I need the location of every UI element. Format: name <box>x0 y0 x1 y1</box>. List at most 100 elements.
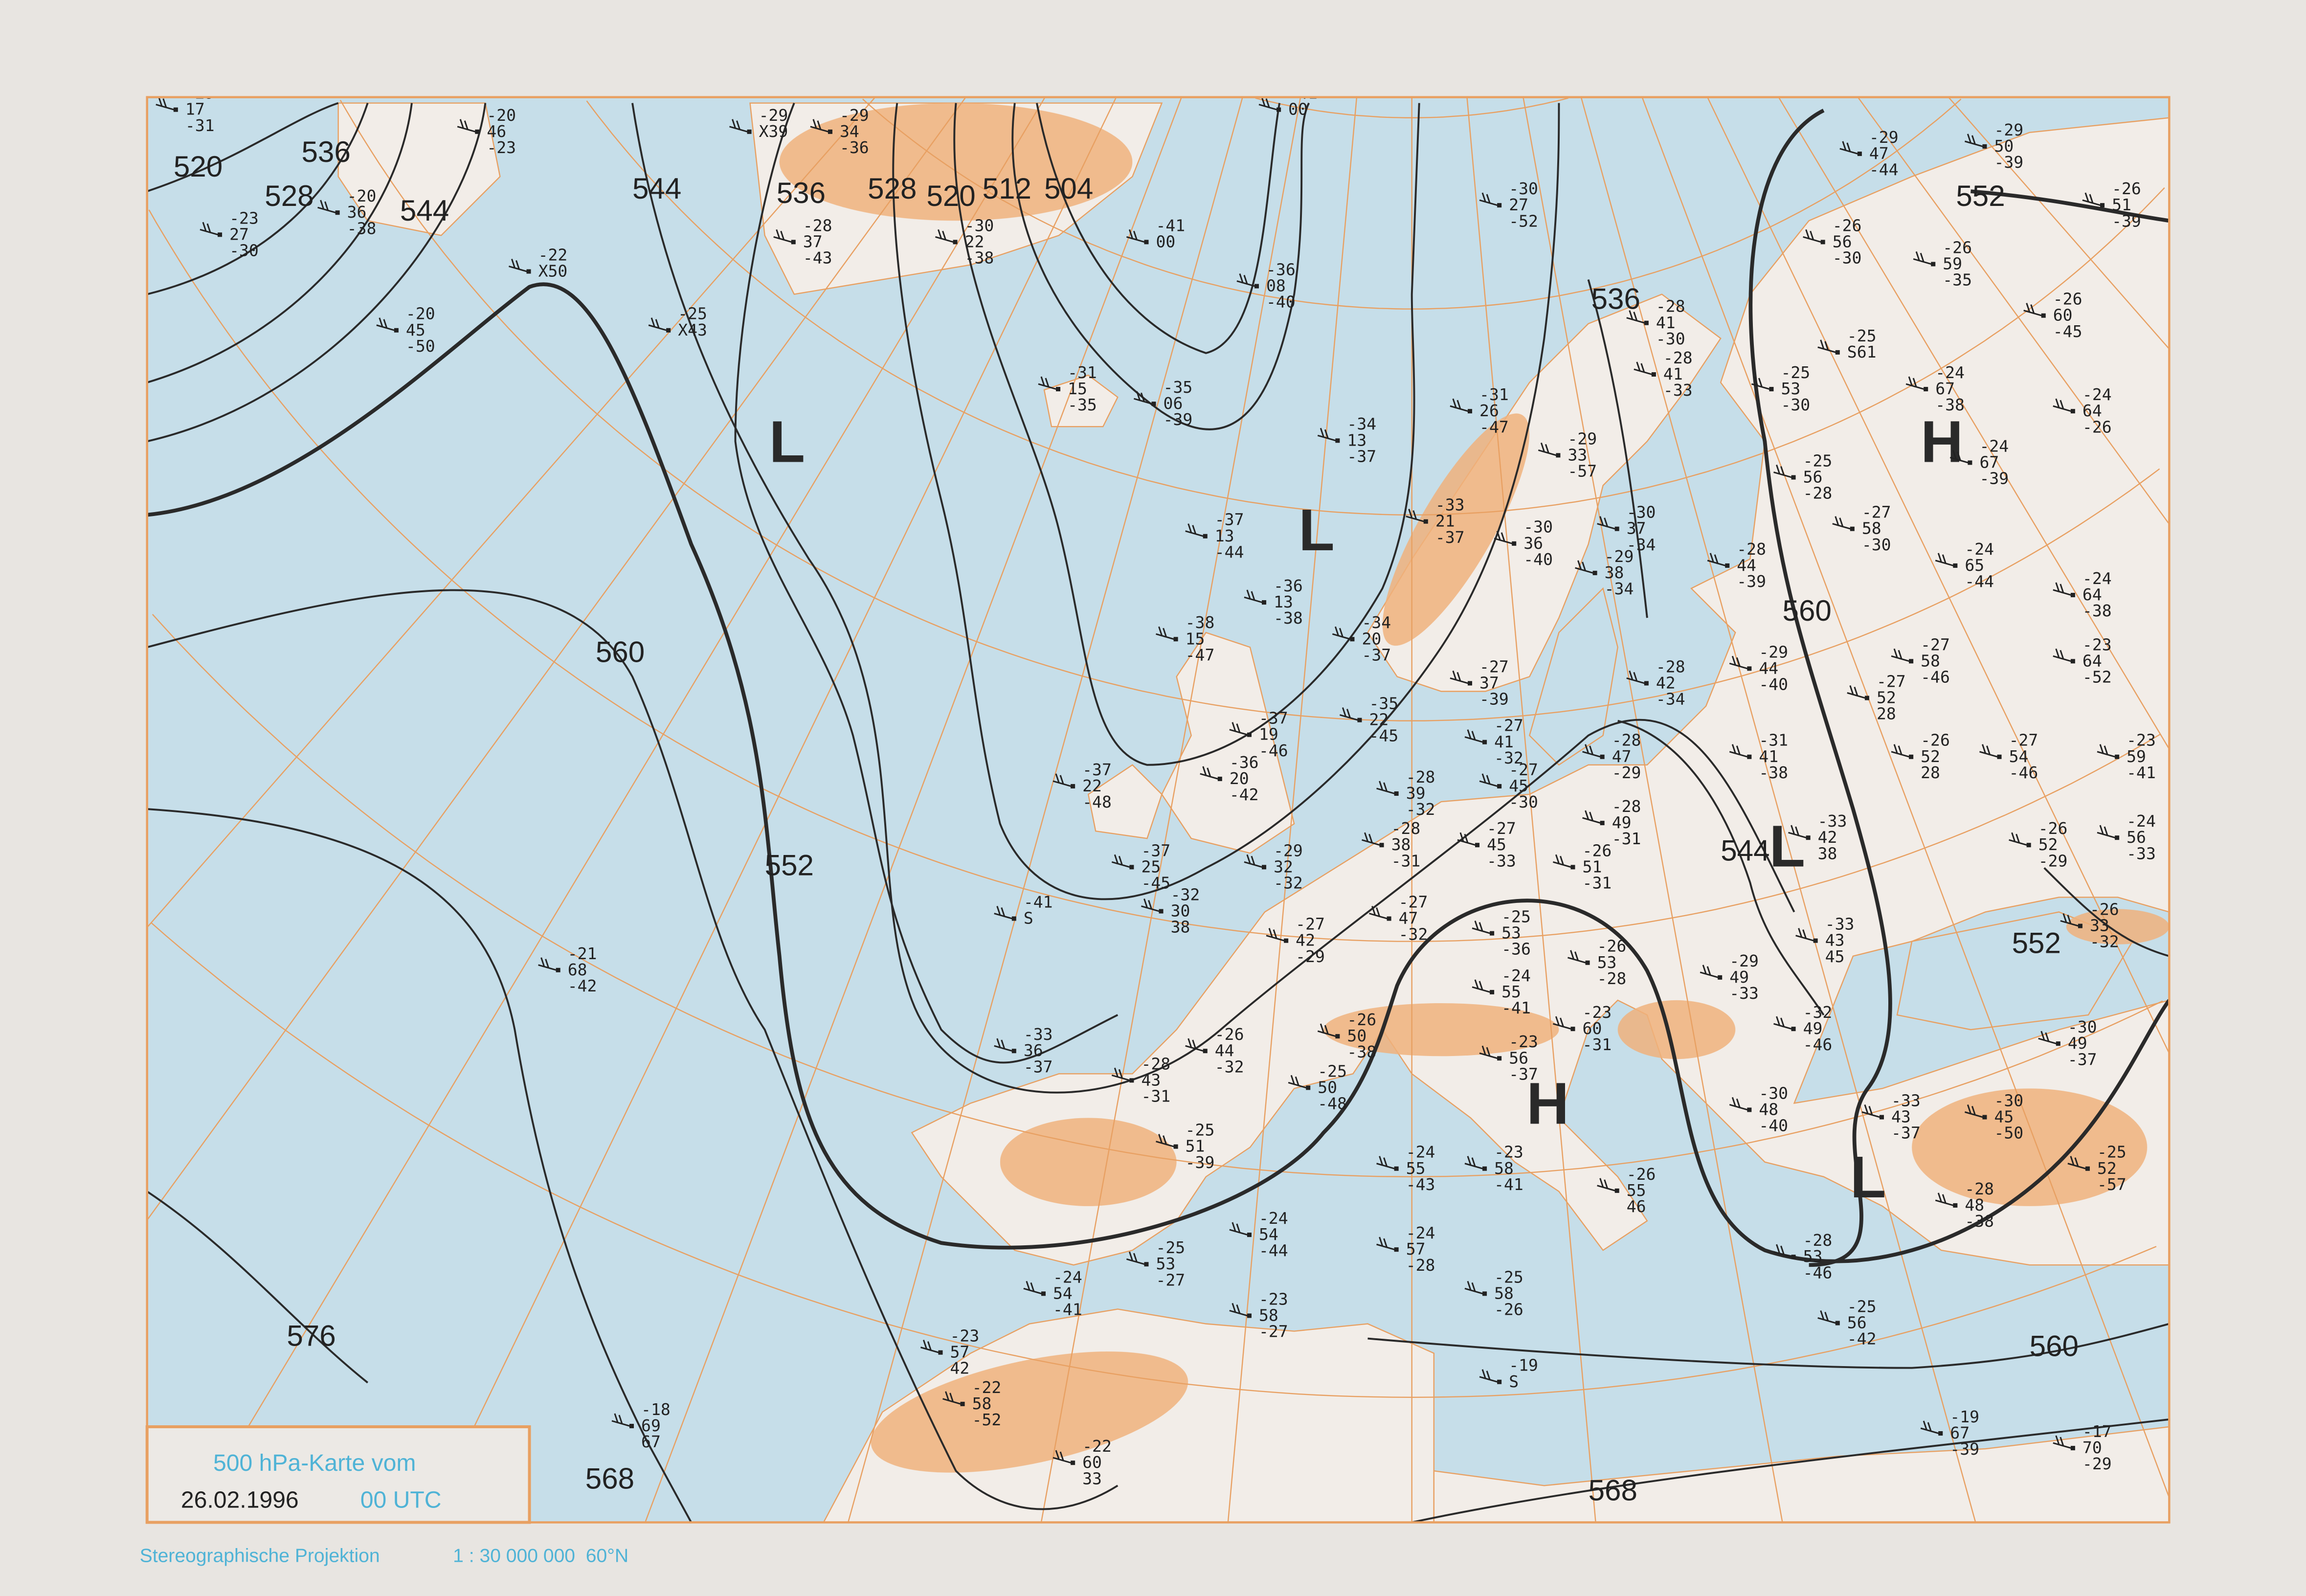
station-value: -26 <box>2082 417 2112 436</box>
station-value: -28 <box>1406 1256 1435 1275</box>
isohypse-label: 536 <box>1591 283 1640 315</box>
station-value: -38 <box>1759 763 1788 782</box>
station-temperature: -28 <box>1737 539 1766 559</box>
station-value: -50 <box>1994 1124 2024 1143</box>
station-value: -46 <box>2009 763 2038 782</box>
station-value: -33 <box>1663 381 1693 400</box>
isohypse-line <box>1970 189 2170 223</box>
libya-egypt-coast <box>1433 1426 2170 1523</box>
station-value: 28 <box>1921 763 1940 782</box>
station-dewpoint: 53 <box>1156 1254 1176 1273</box>
station-temperature: -34 <box>1347 414 1376 433</box>
station-dewpoint: 52 <box>1877 688 1896 707</box>
relief-greenland <box>779 103 1133 221</box>
meridian-line <box>1778 97 2170 749</box>
wind-barb-icon <box>1979 744 2000 759</box>
parallel-line <box>586 100 2165 516</box>
wind-barb-icon <box>1913 251 1934 266</box>
station-dewpoint: 48 <box>1965 1195 1984 1214</box>
station-temperature: -29 <box>1605 547 1634 566</box>
station-temperature: -25 <box>1847 1297 1877 1316</box>
station-temperature: -33 <box>1024 1025 1053 1044</box>
wind-barb-icon <box>1258 97 1280 112</box>
wind-barb-icon <box>1935 553 1956 567</box>
wind-barb-icon <box>2097 744 2118 759</box>
wind-barb-icon <box>538 957 560 972</box>
projection-label: Stereographische Projektion <box>140 1546 380 1567</box>
relief-atlas <box>871 1351 1188 1473</box>
station-value: -32 <box>1215 1057 1244 1076</box>
station-dewpoint: 45 <box>1487 835 1506 854</box>
isohypse-line <box>147 103 487 443</box>
station-temperature: -23 <box>950 1326 980 1346</box>
isohypse-label: 512 <box>983 172 1031 205</box>
station-temperature: -24 <box>1935 363 1965 382</box>
station-temperature: -33 <box>1435 495 1465 515</box>
station-value: -52 <box>972 1410 1002 1429</box>
station-temperature: -28 <box>1656 297 1685 316</box>
wind-barb-icon <box>1700 965 1721 979</box>
station-temperature: -24 <box>1965 539 1994 559</box>
station-temperature: -20 <box>487 106 516 125</box>
station-dewpoint: 41 <box>1656 313 1676 332</box>
station-dewpoint: 34 <box>840 122 859 141</box>
station-temperature: -26 <box>1921 731 1950 750</box>
wind-barb-icon <box>2009 832 2030 847</box>
station-dewpoint: 13 <box>1274 592 1293 611</box>
station-value: -35 <box>1068 395 1097 414</box>
relief <box>779 103 2170 1473</box>
station-value: -28 <box>1597 969 1627 988</box>
station-dewpoint: 58 <box>1494 1159 1514 1178</box>
parallel-line <box>148 209 2161 942</box>
station-value: -35 <box>1943 270 1972 290</box>
station-dewpoint: 57 <box>950 1343 970 1362</box>
wind-barb-icon <box>1964 1104 1986 1119</box>
station-value: -42 <box>568 976 597 995</box>
station-temperature: -36 <box>1230 753 1259 772</box>
station-temperature: -24 <box>1406 1143 1435 1162</box>
station-value: -32 <box>2090 932 2119 951</box>
wind-barb-icon <box>1634 361 1655 376</box>
station-temperature: -41 <box>1024 893 1053 912</box>
station-dewpoint: 51 <box>2112 195 2131 214</box>
station-value: -30 <box>229 241 259 260</box>
station-temperature: -35 <box>1164 378 1193 397</box>
isohypse-line <box>147 103 369 295</box>
station-value: -46 <box>1803 1035 1833 1054</box>
station-temperature: -25 <box>1847 326 1877 345</box>
wind-barb-icon <box>2023 303 2045 317</box>
station-value: -44 <box>1965 572 1994 591</box>
station-temperature: -22 <box>538 245 568 264</box>
station-value: -40 <box>1759 674 1788 694</box>
wind-barb-icon <box>1332 626 1353 641</box>
station-value: -34 <box>1605 579 1634 598</box>
station-temperature: -28 <box>1656 657 1685 676</box>
station-value: -36 <box>840 138 869 157</box>
wind-barb-icon <box>729 119 750 134</box>
station-dewpoint: 41 <box>1494 732 1514 751</box>
station-temperature: -29 <box>1567 429 1597 448</box>
station-dewpoint: 53 <box>1781 379 1800 398</box>
station-temperature: -37 <box>1259 709 1288 728</box>
station-dewpoint: 50 <box>1318 1078 1337 1097</box>
isohypse-label: 544 <box>632 172 681 205</box>
wind-barb-icon <box>1156 1134 1177 1148</box>
wind-barb-icon <box>156 97 177 112</box>
station-value: -39 <box>1479 690 1509 709</box>
station-dewpoint: X50 <box>538 262 568 281</box>
wind-barb-icon <box>1023 1281 1045 1295</box>
parallel-line <box>339 100 2160 721</box>
wind-barb-icon <box>1552 854 1574 869</box>
